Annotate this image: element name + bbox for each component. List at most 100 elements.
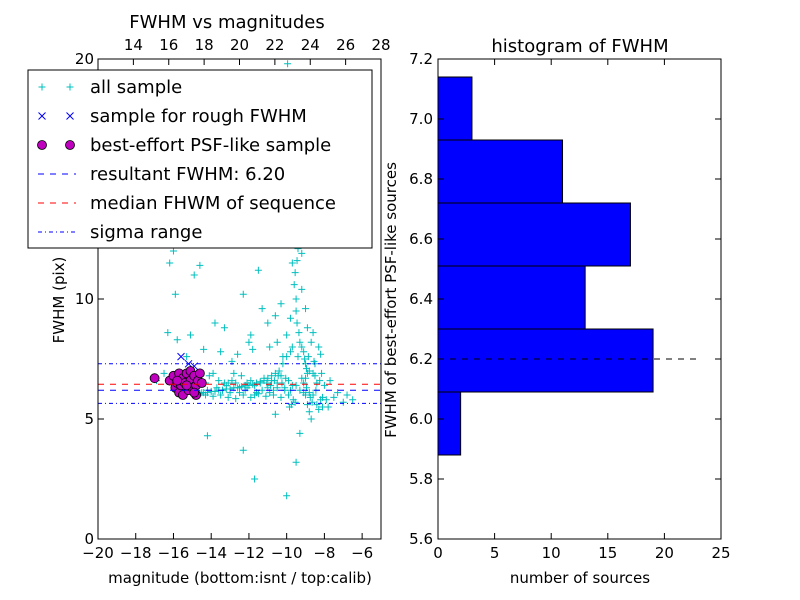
all-sample-point [267,381,275,389]
legend-label: resultant FWHM: 6.20 [90,164,285,185]
top-x-tick-label: 14 [124,36,143,54]
all-sample-point [207,387,215,395]
all-sample-point [286,348,294,356]
all-sample-point [232,395,240,403]
y-tick-label: 5 [84,410,94,428]
all-sample-point [298,249,306,257]
psf-sample-point [189,387,200,398]
hist-y-tick-label: 6.8 [409,170,433,188]
all-sample-point [320,381,328,389]
all-sample-point [247,377,255,385]
histogram-ylabel: FWHM of best-effort PSF-like sources [382,162,400,438]
all-sample-point [263,379,271,387]
all-sample-point [277,300,285,308]
histogram-xlabel: number of sources [510,569,650,587]
all-sample-point [283,492,291,500]
all-sample-point [258,305,266,313]
all-sample-point [317,350,325,358]
y-tick-label: 20 [75,50,94,68]
all-sample-point [220,379,228,387]
all-sample-point [302,374,310,382]
histogram-title: histogram of FWHM [491,36,668,57]
all-sample-point [298,285,306,293]
all-sample-point [273,384,281,392]
hist-x-tick-label: 0 [433,544,443,562]
legend-x-marker [66,112,74,120]
histogram-plot-area [437,76,699,456]
all-sample-point [288,381,296,389]
all-sample-point [326,377,334,385]
all-sample-point [274,372,282,380]
legend-label: all sample [90,77,182,98]
all-sample-point [169,247,177,255]
top-x-tick-label: 24 [301,36,320,54]
all-sample-point [307,338,315,346]
x-tick-label: −18 [120,544,152,562]
all-sample-point [330,393,338,401]
all-sample-point [237,383,245,391]
all-sample-point [317,396,325,404]
all-sample-point [205,372,213,380]
all-sample-point [308,398,316,406]
all-sample-point [292,295,300,303]
all-sample-point [251,391,259,399]
x-tick-label: −10 [271,544,303,562]
all-sample-point [251,475,259,483]
all-sample-point [300,379,308,387]
all-sample-point [300,348,308,356]
all-sample-point [292,458,300,466]
all-sample-point [292,307,300,315]
legend-x-marker [38,112,46,120]
all-sample-point [305,389,313,397]
all-sample-point [285,391,293,399]
hist-x-tick-label: 10 [542,544,561,562]
hist-y-tick-label: 7.0 [409,110,433,128]
legend-label: sample for rough FWHM [90,106,307,127]
all-sample-point [266,343,274,351]
all-sample-point [215,377,223,385]
hist-y-tick-label: 5.6 [409,530,433,548]
all-sample-point [200,345,208,353]
all-sample-point [294,353,302,361]
all-sample-point [164,329,172,337]
top-x-tick-label: 26 [336,36,355,54]
all-sample-point [284,60,292,68]
all-sample-point [228,377,236,385]
hist-y-tick-label: 6.4 [409,290,433,308]
histogram-bar [437,328,654,393]
all-sample-point [286,314,294,322]
histogram-bar [437,265,586,330]
all-sample-point [269,391,277,399]
histogram-bar [437,76,473,141]
all-sample-point [271,410,279,418]
psf-sample-point [172,375,183,386]
all-sample-point [302,305,310,313]
all-sample-point [254,390,262,398]
all-sample-point [247,393,255,401]
all-sample-point [301,355,309,363]
top-x-tick-label: 18 [195,36,214,54]
all-sample-point [222,385,230,393]
all-sample-point [296,338,304,346]
all-sample-point [305,408,313,416]
all-sample-point [256,378,264,386]
hist-x-tick-label: 5 [490,544,500,562]
all-sample-point [291,269,299,277]
legend-box [27,69,373,249]
psf-sample-point [149,373,160,384]
all-sample-point [298,343,306,351]
all-sample-point [247,331,255,339]
all-sample-point [293,257,301,265]
top-x-tick-label: 22 [265,36,284,54]
all-sample-point [239,290,247,298]
x-tick-label: −16 [158,544,190,562]
all-sample-point [264,374,272,382]
all-sample-point [295,329,303,337]
rough-fwhm-point [177,352,185,361]
all-sample-point [239,446,247,454]
all-sample-point [252,379,260,387]
all-sample-point [271,312,279,320]
scatter-legend: all sample sample for rough FWHM best-effo… [27,69,373,249]
hist-y-tick-label: 6.0 [409,410,433,428]
x-tick-label: −8 [313,544,335,562]
